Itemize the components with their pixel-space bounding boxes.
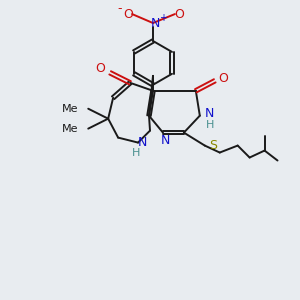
Text: S: S: [209, 139, 217, 152]
Text: H: H: [132, 148, 140, 158]
Text: +: +: [159, 13, 167, 23]
Text: N: N: [160, 134, 170, 147]
Text: O: O: [218, 72, 228, 85]
Text: Me: Me: [62, 124, 78, 134]
Text: N: N: [150, 16, 160, 29]
Text: O: O: [95, 62, 105, 75]
Text: -: -: [118, 2, 122, 15]
Text: N: N: [205, 107, 214, 120]
Text: H: H: [206, 120, 214, 130]
Text: N: N: [137, 136, 147, 149]
Text: O: O: [174, 8, 184, 21]
Text: Me: Me: [62, 104, 78, 114]
Text: O: O: [123, 8, 133, 21]
